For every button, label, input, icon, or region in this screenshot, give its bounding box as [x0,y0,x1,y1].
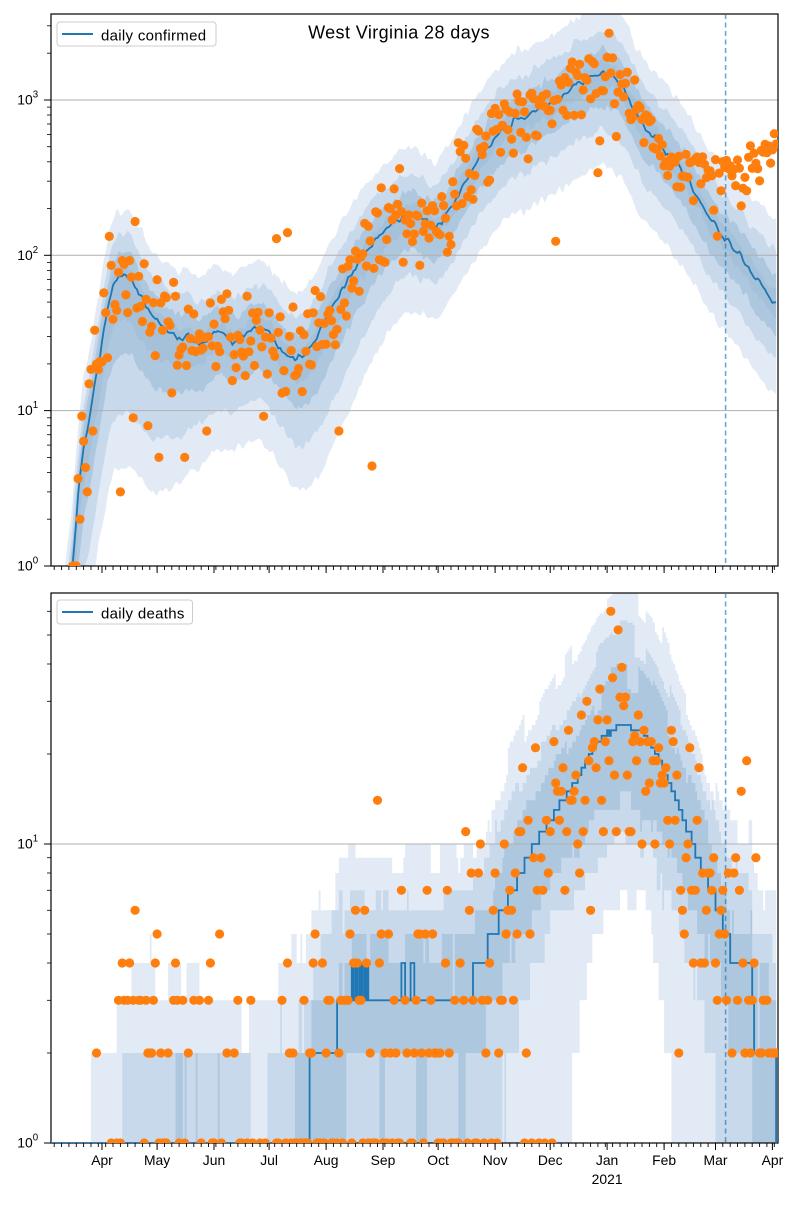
svg-text:Nov: Nov [483,1152,508,1168]
svg-text:Jun: Jun [203,1152,225,1168]
svg-text:Jan: Jan [596,1152,618,1168]
svg-text:2021: 2021 [592,1171,623,1187]
svg-text:10: 10 [17,836,33,852]
svg-text:May: May [144,1152,170,1168]
svg-text:10: 10 [17,1135,33,1151]
svg-text:10: 10 [17,247,33,263]
svg-text:1: 1 [33,834,38,845]
svg-text:Oct: Oct [427,1152,449,1168]
svg-text:Mar: Mar [704,1152,728,1168]
svg-text:10: 10 [17,402,33,418]
svg-text:Apr: Apr [762,1152,784,1168]
svg-text:Aug: Aug [314,1152,339,1168]
svg-text:daily deaths: daily deaths [101,606,185,623]
svg-text:2: 2 [33,245,38,256]
svg-text:Feb: Feb [652,1152,676,1168]
svg-text:0: 0 [33,556,39,567]
svg-text:10: 10 [17,92,33,108]
svg-text:Apr: Apr [91,1152,113,1168]
svg-text:0: 0 [33,1133,39,1144]
svg-text:Jul: Jul [260,1152,278,1168]
svg-text:Sep: Sep [371,1152,396,1168]
svg-text:Dec: Dec [538,1152,563,1168]
svg-text:1: 1 [33,400,38,411]
svg-text:10: 10 [17,558,33,574]
svg-text:West Virginia 28 days: West Virginia 28 days [308,23,490,43]
svg-text:daily confirmed: daily confirmed [101,28,206,45]
svg-text:3: 3 [33,90,38,101]
